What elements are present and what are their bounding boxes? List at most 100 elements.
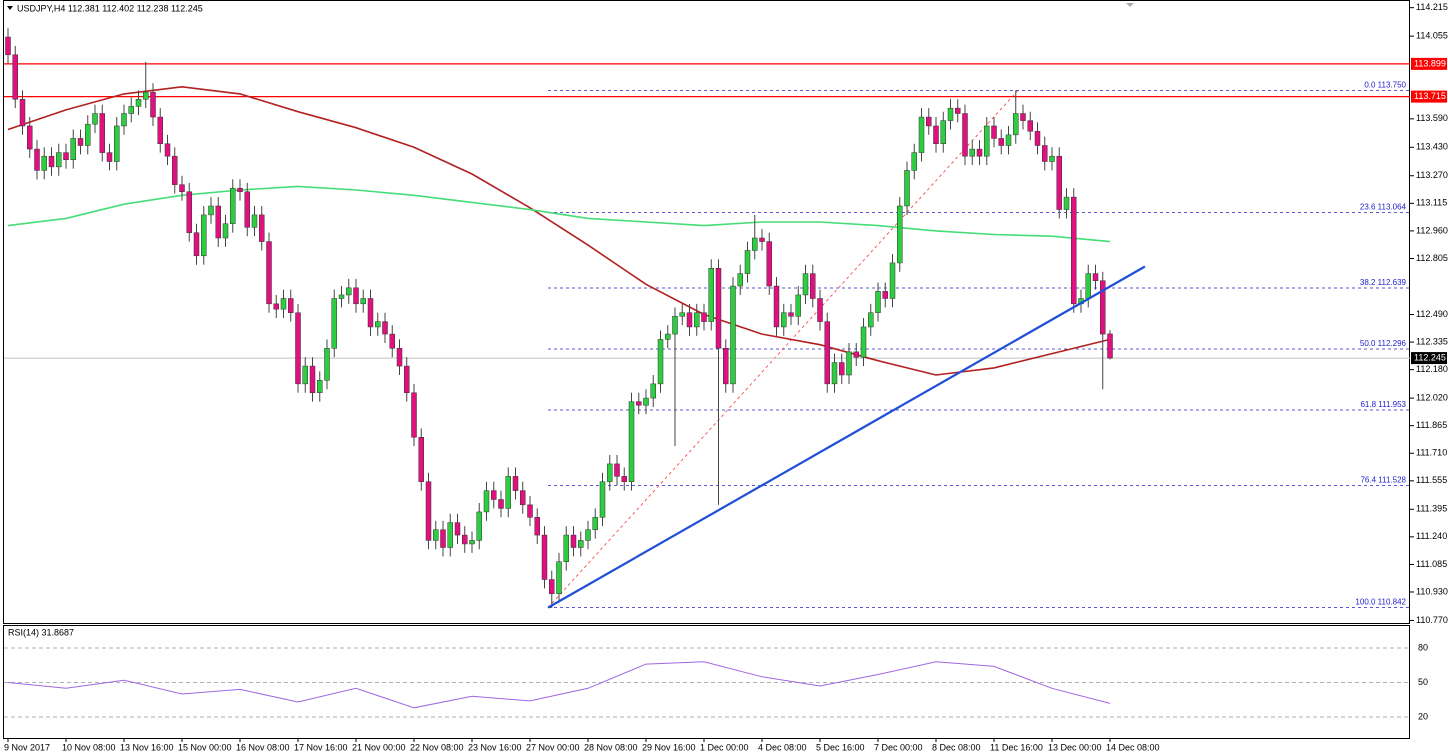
candle-body [585,529,591,541]
candle-body [186,191,192,233]
candle-body [556,561,562,595]
candle-body [933,125,939,144]
candle-body [614,463,620,477]
x-tick-label: 27 Nov 00:00 [526,742,580,752]
candle-body [302,365,308,385]
price-tag [1411,352,1447,365]
candle-body [766,241,772,287]
x-tick-label: 9 Nov 2017 [4,742,50,752]
candle-body [672,316,678,335]
candle-body [984,125,990,157]
candle-body [694,312,700,328]
candle-body [549,579,555,595]
candle-body [19,99,26,127]
candle-body [375,321,381,328]
candle-body [251,214,258,228]
chart-header: USDJPY,H4 112.381 112.402 112.238 112.24… [17,3,203,13]
x-tick-label: 23 Nov 16:00 [468,742,522,752]
x-tick-label: 1 Dec 00:00 [700,742,749,752]
candle-body [563,534,569,562]
candle-body [628,401,635,482]
candle-body [955,107,961,114]
candle-body [926,116,932,127]
fib-label: 61.8 111.953 [1360,400,1406,409]
candle-body [128,106,134,114]
candle-body [1042,145,1048,162]
y-tick-label: 112.020 [1416,392,1448,402]
candle-body [918,116,925,153]
x-tick-label: 13 Dec 00:00 [1048,742,1102,752]
candle-body [512,476,519,491]
candle-body [969,148,975,157]
candle-body [1027,120,1033,132]
rsi-line [7,661,1111,709]
rsi-label: RSI(14) 31.8687 [8,627,74,637]
candle-body [940,120,946,144]
candle-body [338,294,345,299]
candle-body [686,312,693,328]
y-tick-label: 113.430 [1416,142,1448,152]
candle-body [592,517,598,530]
y-tick-label: 110.930 [1416,586,1448,596]
moving-average [7,85,1111,376]
candle-body [824,321,830,385]
x-tick-label: 28 Nov 08:00 [584,742,638,752]
candle-body [259,214,265,242]
candle-body [346,287,352,296]
candle-body [353,287,359,305]
candle-body [1005,134,1012,146]
candle-body [244,191,250,228]
candle-body [527,504,533,518]
candle-body [208,205,214,216]
candle-body [541,534,548,580]
y-tick-label: 113.115 [1416,198,1447,208]
price-tag [1411,90,1447,103]
x-tick-label: 14 Dec 08:00 [1106,742,1160,752]
candle-body [324,348,330,381]
y-tick-label: 111.395 [1416,504,1447,514]
x-tick-label: 22 Nov 08:00 [410,742,464,752]
candle-body [505,476,511,509]
candle-body [976,148,983,157]
fib-label: 50.0 112.296 [1360,339,1407,348]
candle-body [404,365,410,394]
y-tick-label: 112.490 [1416,309,1448,319]
candle-body [172,155,178,185]
y-tick-label: 112.335 [1416,336,1448,346]
fib-label: 100.0 110.842 [1355,598,1406,607]
candle-body [643,397,649,406]
candle-body [708,268,714,322]
candle-body [56,152,62,168]
y-tick-label: 111.085 [1416,559,1447,569]
price-tag [1411,57,1447,70]
candle-body [34,148,40,171]
menu-arrow [7,6,13,10]
candle-body [889,262,896,299]
candle-body [665,333,671,340]
x-tick-label: 17 Nov 16:00 [294,742,348,752]
candle-body [991,125,997,139]
candle-body [679,312,685,317]
candle-body [1063,196,1070,210]
candle-body [570,534,577,548]
candle-body [469,540,475,545]
candle-body [1020,113,1026,121]
candle-body [483,490,490,513]
rsi-tick-label: 80 [1418,642,1428,652]
candle-body [607,463,613,482]
candle-body [99,113,105,153]
y-tick-label: 111.710 [1416,448,1447,458]
x-tick-label: 8 Dec 08:00 [932,742,981,752]
candle-body [280,298,287,310]
candle-body [846,351,852,376]
candle-body [701,312,707,322]
main-frame [3,0,1410,624]
candle-body [636,401,642,406]
candle-body [92,113,98,125]
candle-body [817,298,823,322]
candle-body [27,125,33,150]
y-tick-label: 110.770 [1416,615,1448,625]
candle-body [215,205,221,239]
candle-body [222,223,229,239]
